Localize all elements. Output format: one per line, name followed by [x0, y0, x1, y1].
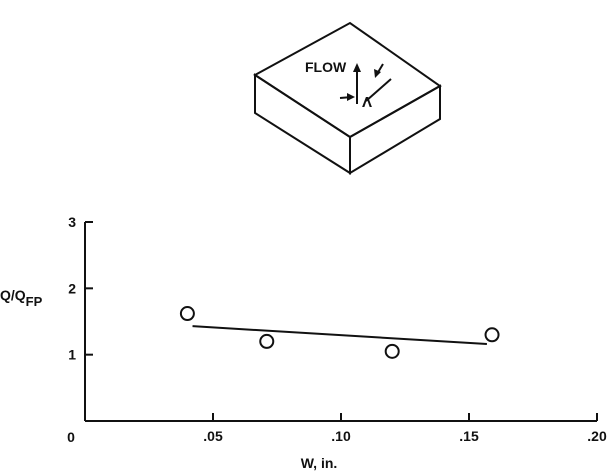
block-top-face [253, 21, 442, 139]
x-tick-label: .20 [587, 428, 607, 444]
fit-line [192, 325, 487, 346]
y-tick-label: 1 [68, 347, 76, 363]
flow-arrow-icon [353, 63, 361, 104]
sweep-angle-symbol: Λ [362, 94, 372, 111]
x-axis-label: W, in. [301, 455, 338, 471]
flow-label: FLOW [305, 59, 347, 75]
data-point [259, 333, 275, 349]
x-tick-label: .05 [203, 428, 223, 444]
y-tick-label: 2 [68, 280, 76, 296]
y-tick-label: 3 [68, 214, 76, 230]
x-tick-label: .10 [331, 428, 351, 444]
origin-label: 0 [67, 429, 75, 445]
chart: 1 2 3 .05 .10 .15 .20 Q/QFP W, in. 0 [0, 214, 607, 471]
y-axis-label-main: Q/Q [0, 287, 26, 303]
plot-axes [84, 222, 597, 422]
width-arrow-right-icon [374, 63, 384, 78]
swept-edge-line [365, 78, 392, 102]
block-left-face [254, 73, 351, 175]
data-point [384, 343, 400, 359]
width-arrow-left-icon [339, 93, 355, 101]
block-diagram: FLOW Λ [253, 21, 442, 175]
y-axis-label: Q/QFP [0, 287, 43, 309]
data-series [179, 306, 500, 359]
x-tick-label: .15 [459, 428, 479, 444]
y-ticks: 1 2 3 [68, 214, 93, 363]
y-axis-label-subscript: FP [26, 294, 43, 309]
x-ticks: .05 .10 .15 .20 [203, 413, 607, 444]
data-point [484, 327, 500, 343]
data-point [179, 306, 195, 322]
block-right-face [349, 84, 441, 175]
